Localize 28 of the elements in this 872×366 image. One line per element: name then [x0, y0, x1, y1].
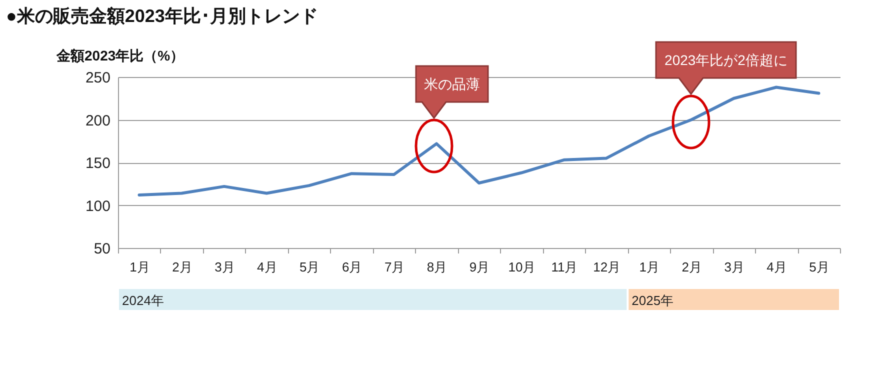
y-tick-label: 150: [85, 155, 110, 172]
x-tick-label: 9月: [469, 260, 490, 274]
x-tick-label: 5月: [300, 260, 320, 274]
annotation: 米の品薄: [424, 76, 480, 92]
y-tick-label: 250: [85, 70, 110, 86]
y-axis-title: 金額2023年比（%）: [56, 48, 184, 64]
y-tick-label: 100: [85, 198, 110, 215]
x-tick-label: 4月: [766, 260, 787, 274]
x-tick-label: 10月: [508, 260, 536, 274]
x-tick-label: 2月: [172, 260, 192, 274]
x-tick-label: 4月: [257, 260, 278, 274]
x-tick-label: 1月: [130, 260, 150, 274]
x-tick-label: 8月: [426, 260, 448, 274]
x-tick-label: 12月: [593, 260, 621, 274]
x-tick-label: 3月: [214, 260, 235, 274]
x-tick-label: 1月: [639, 260, 660, 274]
x-tick-label: 7月: [384, 260, 405, 274]
x-tick-label: 2月: [682, 260, 702, 274]
text: 2024年: [122, 293, 164, 308]
text: 2025年: [632, 293, 674, 308]
x-tick-label: 6月: [342, 260, 362, 274]
y-tick-label: 200: [85, 112, 110, 130]
x-tick-label: 3月: [724, 260, 744, 274]
chart-title: ●米の販売金額2023年比･月別トレンド: [6, 5, 318, 28]
y-tick-label: 50: [94, 240, 110, 258]
x-tick-label: 11月: [551, 260, 578, 274]
text: 2023年比が2倍超に: [664, 52, 788, 68]
x-tick-label: 5月: [809, 260, 830, 274]
